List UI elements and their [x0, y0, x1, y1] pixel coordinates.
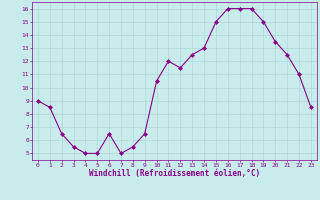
X-axis label: Windchill (Refroidissement éolien,°C): Windchill (Refroidissement éolien,°C) [89, 169, 260, 178]
